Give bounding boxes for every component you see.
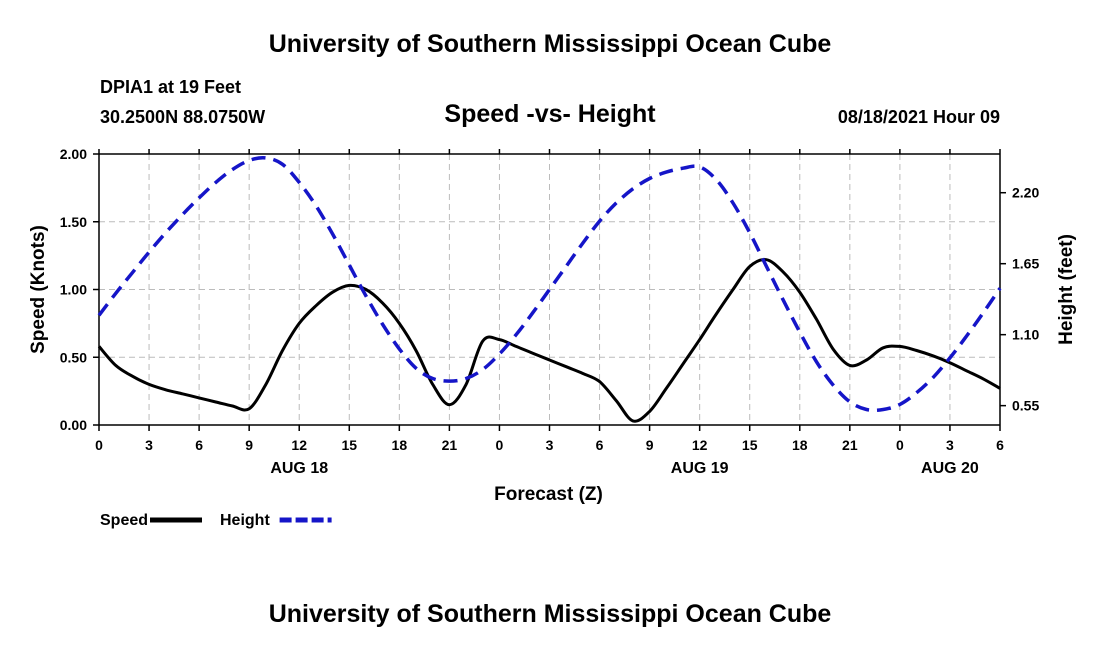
x-tick-label: 6 [996, 437, 1004, 453]
y2-tick-label: 1.65 [1012, 256, 1039, 272]
x-tick-label: 18 [392, 437, 408, 453]
x-tick-label: 3 [145, 437, 153, 453]
x-tick-label: 3 [546, 437, 554, 453]
series-line-speed [97, 258, 1001, 423]
x-tick-label: 9 [646, 437, 654, 453]
x-tick-label: 0 [496, 437, 504, 453]
x-tick-label: 0 [896, 437, 904, 453]
datetime-label: 08/18/2021 Hour 09 [837, 107, 1000, 127]
x-tick-label: 15 [742, 437, 758, 453]
x-tick-label: 18 [792, 437, 808, 453]
footer-title: University of Southern Mississippi Ocean… [268, 600, 832, 628]
legend-label: Height [220, 512, 270, 529]
x-tick-label: 12 [692, 437, 708, 453]
x-tick-label: 15 [341, 437, 357, 453]
y2-axis-title: Height (feet) [1056, 234, 1077, 345]
y-tick-label: 0.00 [60, 417, 87, 433]
x-tick-label: 0 [95, 437, 103, 453]
coordinates-label: 30.2500N 88.0750W [100, 107, 266, 127]
y2-tick-label: 2.20 [1012, 185, 1039, 201]
page-title: University of Southern Mississippi Ocean… [268, 30, 832, 58]
date-label: AUG 19 [671, 460, 729, 477]
legend-label: Speed [100, 512, 148, 529]
x-tick-label: 3 [946, 437, 954, 453]
y-tick-label: 2.00 [60, 146, 87, 162]
y2-tick-label: 1.10 [1012, 327, 1039, 343]
y-tick-label: 1.00 [60, 282, 87, 298]
x-tick-label: 21 [842, 437, 858, 453]
x-tick-label: 21 [442, 437, 458, 453]
y-axis-title: Speed (Knots) [28, 225, 49, 354]
y2-tick-label: 0.55 [1012, 398, 1039, 414]
x-tick-label: 9 [245, 437, 253, 453]
chart-title: Speed -vs- Height [444, 100, 656, 128]
date-label: AUG 20 [921, 460, 979, 477]
y-tick-label: 0.50 [60, 349, 87, 365]
station-label: DPIA1 at 19 Feet [100, 77, 242, 97]
x-tick-label: 6 [195, 437, 203, 453]
date-label: AUG 18 [270, 460, 328, 477]
x-axis-title: Forecast (Z) [494, 484, 603, 505]
x-tick-label: 6 [596, 437, 604, 453]
x-tick-label: 12 [291, 437, 307, 453]
y-tick-label: 1.50 [60, 214, 87, 230]
